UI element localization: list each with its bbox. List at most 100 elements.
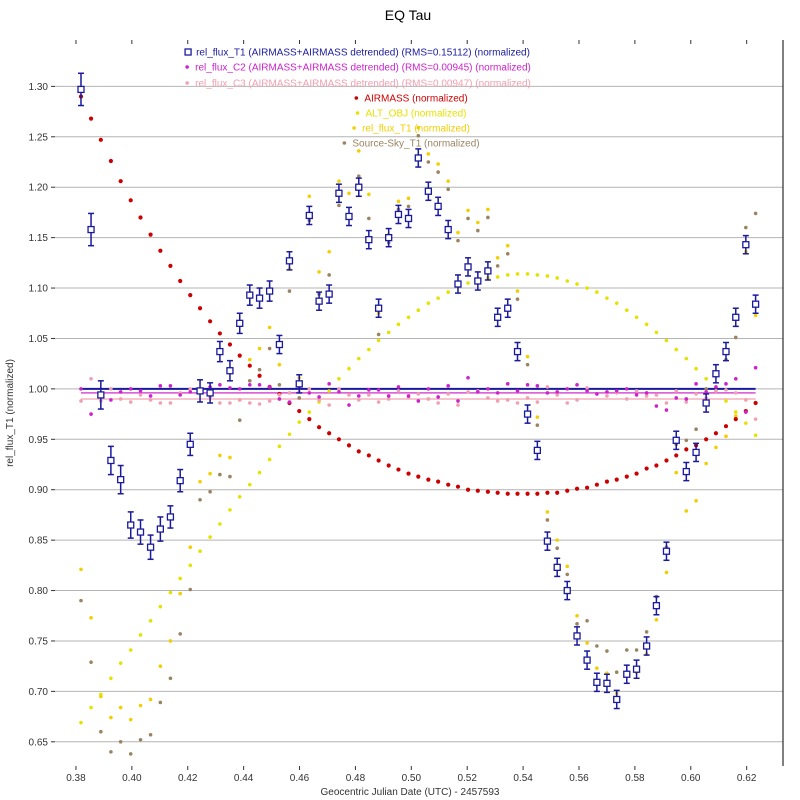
data-point: [406, 196, 411, 201]
legend-entry-4: ALT_OBJ (normalized): [355, 109, 466, 120]
data-point: [267, 346, 272, 351]
series-1-marks: [79, 365, 758, 416]
legend-marker-dot-icon: [185, 81, 189, 85]
data-point: [168, 384, 173, 388]
data-point: [176, 476, 184, 485]
data-point: [257, 367, 262, 372]
data-point: [475, 488, 480, 493]
data-point: [347, 393, 351, 397]
data-point: [664, 401, 669, 405]
data-point: [148, 232, 153, 237]
data-point: [595, 392, 599, 396]
data-point: [138, 389, 143, 393]
data-point: [197, 306, 203, 311]
data-point: [198, 498, 202, 502]
data-point: [426, 160, 431, 164]
data-point: [486, 387, 490, 391]
data-point: [545, 518, 550, 522]
data-point: [188, 587, 193, 592]
data-point: [702, 399, 710, 407]
data-point: [406, 204, 411, 209]
data-point: [168, 639, 173, 643]
data-point: [476, 228, 480, 233]
data-point: [455, 484, 461, 489]
data-point: [118, 661, 123, 665]
data-point: [128, 717, 133, 722]
data-point: [495, 399, 500, 403]
data-point: [297, 408, 302, 414]
data-point: [684, 447, 689, 452]
data-point: [684, 397, 689, 401]
data-point: [89, 660, 93, 664]
data-point: [585, 389, 589, 393]
data-point: [664, 338, 669, 343]
data-point: [624, 474, 629, 479]
data-point: [535, 273, 540, 277]
data-point: [285, 257, 294, 265]
data-point: [744, 421, 748, 425]
y-tick-label: 1.05: [29, 334, 49, 345]
data-point: [704, 390, 708, 394]
x-tick-label: 0.60: [681, 773, 701, 784]
x-tick-label: 0.56: [569, 773, 589, 784]
data-point: [386, 397, 391, 401]
data-point: [583, 656, 591, 664]
data-point: [694, 427, 698, 432]
data-point: [555, 538, 559, 542]
legend-marker-dot-icon: [352, 126, 356, 130]
data-point: [644, 391, 649, 395]
data-point: [406, 471, 411, 476]
series-6-marks: [79, 133, 758, 756]
y-tick-label: 0.75: [29, 636, 49, 647]
data-point: [525, 396, 530, 400]
data-point: [416, 133, 421, 138]
data-point: [624, 308, 629, 313]
data-point: [426, 387, 431, 391]
data-point: [386, 463, 391, 468]
data-point: [634, 315, 639, 320]
data-point: [416, 392, 421, 396]
legend-entry-6: Source-Sky_T1 (normalized): [342, 139, 480, 150]
data-point: [385, 233, 393, 242]
x-tick-label: 0.46: [290, 773, 310, 784]
data-point: [486, 215, 490, 220]
data-point: [148, 732, 153, 737]
data-point: [575, 622, 579, 626]
data-point: [585, 286, 589, 290]
data-point: [228, 455, 232, 460]
data-point: [674, 470, 679, 475]
data-point: [456, 403, 460, 407]
data-point: [664, 408, 669, 412]
data-point: [515, 491, 520, 496]
data-point: [396, 199, 401, 204]
data-point: [436, 401, 440, 405]
data-point: [307, 417, 312, 422]
data-point: [218, 383, 222, 387]
data-point: [456, 399, 460, 403]
data-point: [733, 377, 738, 381]
data-point: [148, 398, 153, 402]
data-point: [614, 389, 619, 393]
y-tick-label: 0.65: [29, 737, 49, 748]
data-point: [684, 438, 689, 443]
data-point: [307, 194, 312, 199]
data-point: [555, 546, 559, 550]
data-point: [188, 563, 193, 568]
data-point: [733, 335, 738, 340]
series-0-marks: [77, 72, 760, 710]
data-point: [484, 267, 492, 275]
data-point: [166, 513, 175, 521]
x-tick-label: 0.40: [122, 773, 142, 784]
data-point: [228, 508, 232, 512]
data-point: [495, 275, 500, 279]
data-point: [614, 301, 619, 305]
data-point: [128, 400, 133, 404]
data-point: [208, 535, 212, 539]
data-point: [585, 386, 589, 390]
data-point: [138, 393, 143, 397]
data-point: [168, 676, 173, 681]
data-point: [297, 420, 302, 424]
data-point: [624, 397, 629, 401]
data-point: [644, 322, 649, 327]
data-point: [118, 179, 123, 184]
